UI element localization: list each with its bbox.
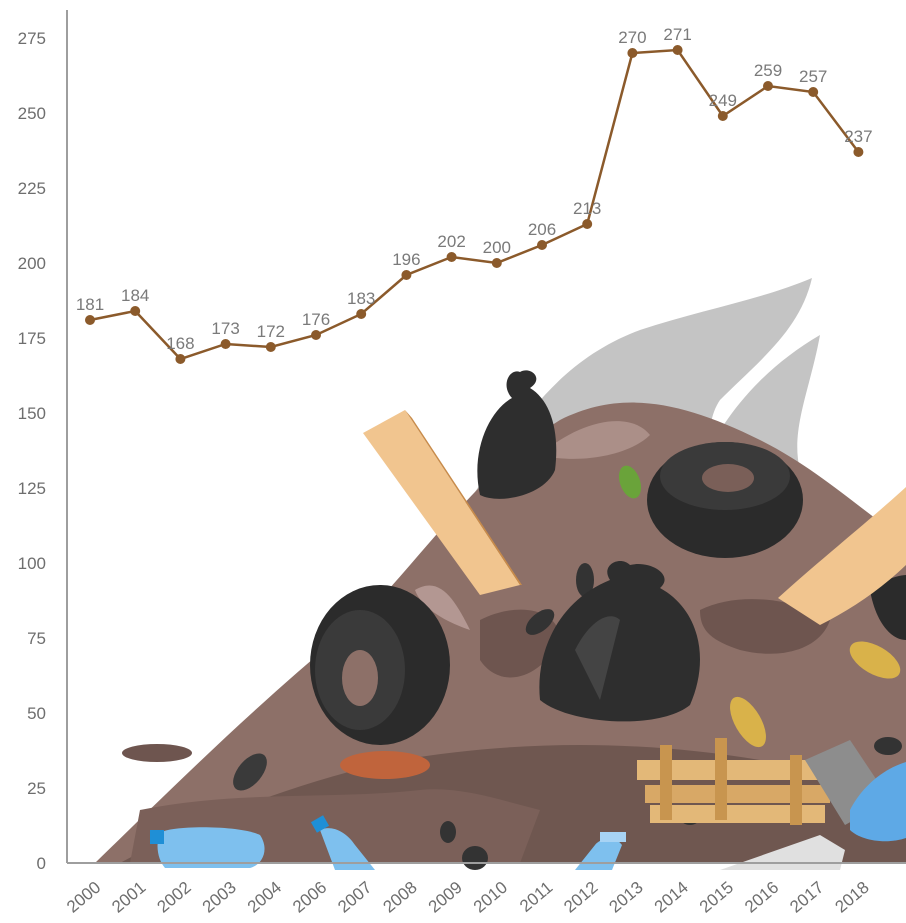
data-label: 173 [211,319,239,338]
y-tick-label: 100 [18,554,46,573]
x-tick-label: 2003 [199,878,240,917]
x-tick-label: 2001 [108,878,149,917]
x-tick-label: 2006 [289,878,330,917]
x-tick-label: 2016 [741,878,782,917]
y-tick-label: 225 [18,179,46,198]
data-label: 168 [166,334,194,353]
data-point [356,309,367,319]
x-tick-label: 2007 [334,878,375,917]
data-labels: 181 184 168 173 172 176 183 196 202 200 206 213 270 2… [76,25,873,353]
data-label: 183 [347,289,375,308]
x-tick-label: 2015 [696,878,737,917]
y-tick-label: 125 [18,479,46,498]
data-point [265,342,276,352]
data-point [175,354,186,364]
data-series [85,45,864,364]
y-tick-label: 250 [18,104,46,123]
x-tick-label: 2010 [470,878,511,917]
series-line [89,48,860,361]
x-tick-label: 2000 [63,878,104,917]
y-tick-label: 200 [18,254,46,273]
data-point [85,315,95,325]
data-label: 184 [121,286,149,305]
data-point [717,111,728,121]
data-label: 259 [754,61,782,80]
y-tick-label: 0 [37,854,46,873]
x-tick-label: 2013 [605,878,646,917]
data-label: 200 [483,238,511,257]
x-tick-label: 2012 [560,878,601,917]
data-point [763,81,773,91]
y-tick-label: 75 [27,629,46,648]
y-tick-label: 150 [18,404,46,423]
data-point [220,339,231,349]
data-label: 213 [573,199,601,218]
data-point [537,240,547,250]
x-tick-label: 2008 [379,878,420,917]
data-label: 270 [618,28,646,47]
y-tick-label: 175 [18,329,46,348]
y-tick-label: 25 [27,779,46,798]
data-label: 172 [257,322,285,341]
x-tick-label: 2004 [244,878,285,917]
x-tick-label: 2017 [786,878,827,917]
data-point [672,45,683,55]
x-tick-label: 2014 [651,878,692,917]
axes [66,10,906,864]
data-label: 202 [437,232,465,251]
data-label: 271 [663,25,691,44]
x-tick-label: 2018 [831,878,872,917]
data-label: 176 [302,310,330,329]
garbage-pile-illustration [95,278,906,870]
x-tick-label: 2009 [425,878,466,917]
data-point [491,258,502,268]
data-label: 257 [799,67,827,86]
data-label: 196 [392,250,420,269]
data-label: 249 [709,91,737,110]
data-point [582,219,593,229]
data-point [130,306,141,316]
data-point [401,270,412,280]
data-label: 181 [76,295,104,314]
y-tick-label: 50 [27,704,46,723]
y-axis-ticks: 0 25 50 75 100 125 150 175 200 225 250 275 [18,29,46,873]
data-point [853,147,864,157]
data-point [808,87,819,97]
data-label: 237 [844,127,872,146]
data-label: 206 [528,220,556,239]
data-point [627,48,638,58]
x-tick-label: 2002 [153,878,194,917]
data-point [446,252,457,262]
y-tick-label: 275 [18,29,46,48]
x-axis-ticks: 2000 2001 2002 2003 2004 2006 2007 2008 2009 2010… [63,878,873,917]
x-tick-label: 2011 [516,878,556,916]
data-point [311,330,321,340]
